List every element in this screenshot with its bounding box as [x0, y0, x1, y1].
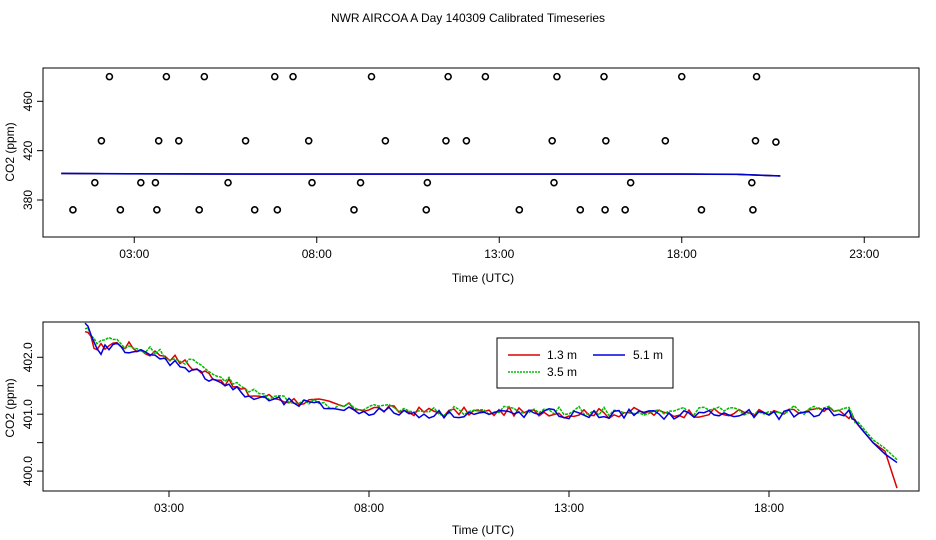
top-plot-frame — [42, 67, 920, 238]
scatter-point — [350, 206, 358, 214]
series-line-5-1-m — [84, 322, 898, 464]
top-x-tick-label: 13:00 — [484, 247, 514, 261]
top-average-line-2 — [61, 172, 781, 177]
scatter-point — [200, 72, 209, 81]
top-scatter-points — [69, 72, 780, 214]
scatter-point — [356, 178, 365, 187]
scatter-point — [153, 206, 161, 214]
scatter-point — [367, 72, 376, 81]
top-y-tick-label: 420 — [21, 140, 35, 160]
bottom-y-tick-label: 402.0 — [21, 342, 35, 372]
scatter-point — [97, 136, 106, 145]
scatter-point — [154, 136, 163, 145]
scatter-point — [677, 72, 686, 81]
top-x-tick-label: 18:00 — [667, 247, 697, 261]
scatter-point — [105, 72, 114, 81]
scatter-point — [137, 178, 145, 187]
bottom-y-tick-label: 401.0 — [21, 399, 35, 429]
bottom-axes: 03:00 08:00 13:00 18:00 400.0 401.0 402.0 — [21, 342, 784, 515]
scatter-point — [553, 72, 561, 81]
scatter-point — [442, 136, 450, 145]
top-y-tick-label: 460 — [21, 91, 35, 111]
top-axes: 03:00 08:00 13:00 18:00 23:00 380 420 460 — [21, 91, 880, 261]
scatter-point — [381, 136, 390, 145]
scatter-point — [462, 136, 471, 145]
top-x-tick-label: 08:00 — [302, 247, 332, 261]
scatter-point — [423, 178, 432, 187]
scatter-point — [116, 206, 125, 214]
scatter-point — [270, 72, 279, 81]
legend: 1.3 m 5.1 m 3.5 m — [496, 337, 674, 389]
scatter-point — [576, 206, 585, 214]
top-x-tick-label: 23:00 — [849, 247, 879, 261]
scatter-point — [748, 178, 756, 187]
scatter-point — [772, 138, 780, 146]
scatter-point — [601, 206, 609, 214]
scatter-point — [602, 136, 610, 145]
scatter-point — [751, 136, 760, 145]
scatter-point — [481, 72, 490, 81]
top-panel: Time (UTC) CO2 (ppm) 03:00 08:00 13:00 18:0… — [3, 67, 920, 285]
bottom-plot-frame — [42, 321, 920, 492]
scatter-point — [515, 206, 524, 214]
scatter-point — [69, 206, 77, 214]
scatter-point — [661, 136, 670, 145]
scatter-point — [224, 178, 232, 187]
scatter-point — [752, 72, 761, 81]
bottom-series — [84, 322, 898, 489]
scatter-point — [195, 206, 204, 214]
bottom-x-tick-label: 08:00 — [354, 501, 384, 515]
scatter-point — [241, 136, 250, 145]
scatter-point — [621, 206, 629, 214]
scatter-point — [444, 72, 452, 81]
scatter-point — [308, 178, 316, 187]
top-y-axis-label: CO2 (ppm) — [3, 122, 17, 181]
scatter-point — [250, 206, 259, 214]
bottom-x-tick-label: 13:00 — [554, 501, 584, 515]
scatter-point — [174, 136, 183, 145]
bottom-x-tick-label: 03:00 — [154, 501, 184, 515]
scatter-point — [626, 178, 635, 187]
scatter-point — [162, 72, 171, 81]
scatter-point — [600, 72, 608, 81]
bottom-x-axis-label: Time (UTC) — [452, 523, 514, 537]
top-x-tick-label: 03:00 — [119, 247, 149, 261]
chart-title: NWR AIRCOA A Day 140309 Calibrated Times… — [331, 11, 605, 25]
top-y-tick-label: 380 — [21, 190, 35, 210]
scatter-point — [273, 206, 282, 214]
bottom-panel: Time (UTC) CO2 (ppm) 03:00 08:00 13:00 18:0… — [3, 321, 920, 537]
legend-label-5-1m: 5.1 m — [633, 348, 663, 362]
scatter-point — [289, 72, 297, 81]
bottom-x-tick-label: 18:00 — [754, 501, 784, 515]
bottom-y-axis-label: CO2 (ppm) — [3, 378, 17, 437]
top-average-line — [61, 172, 781, 177]
legend-box — [496, 337, 674, 389]
scatter-point — [304, 136, 313, 145]
scatter-point — [550, 178, 558, 187]
scatter-point — [91, 178, 99, 187]
scatter-point — [697, 206, 706, 214]
legend-label-3-5m: 3.5 m — [547, 365, 577, 379]
bottom-y-tick-label: 400.0 — [21, 456, 35, 486]
scatter-point — [548, 136, 556, 145]
scatter-point — [422, 206, 431, 214]
scatter-point — [151, 178, 160, 187]
legend-label-1-3m: 1.3 m — [547, 348, 577, 362]
scatter-point — [749, 206, 757, 214]
top-x-axis-label: Time (UTC) — [452, 271, 514, 285]
